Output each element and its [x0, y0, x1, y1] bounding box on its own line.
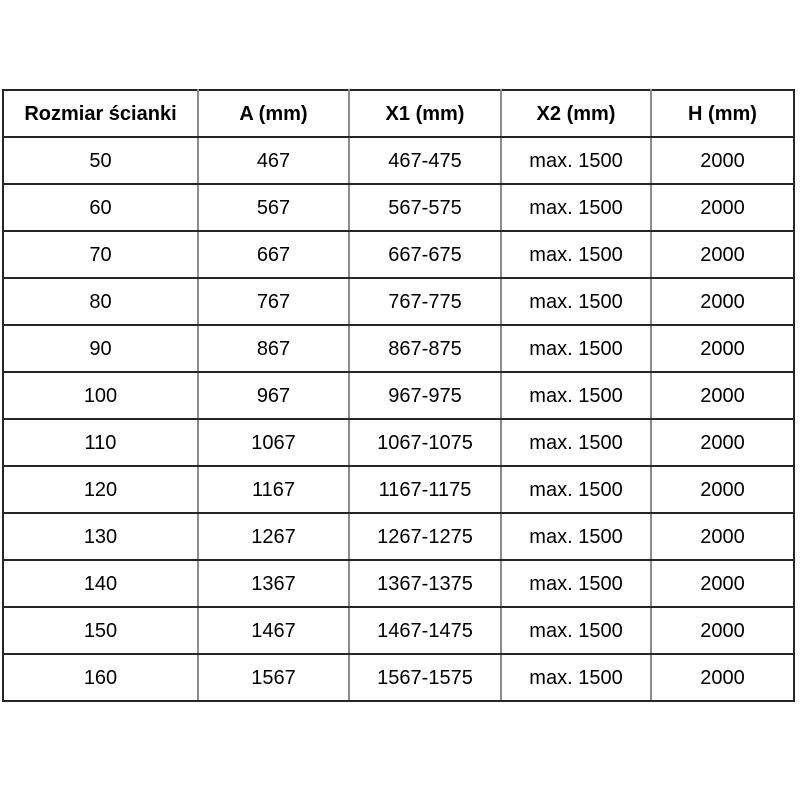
table-body: 50 467 467-475 max. 1500 2000 60 567 567-575 max… [2, 136, 795, 702]
table-cell: 867 [197, 324, 350, 373]
table-cell: 80 [2, 277, 199, 326]
table-cell: 967-975 [348, 371, 502, 420]
table-cell: 2000 [650, 512, 795, 561]
table-cell: 50 [2, 136, 199, 185]
table-cell: 2000 [650, 324, 795, 373]
table-cell: max. 1500 [500, 183, 652, 232]
table-cell: 467 [197, 136, 350, 185]
table-cell: 90 [2, 324, 199, 373]
table-cell: 1367 [197, 559, 350, 608]
table-cell: max. 1500 [500, 324, 652, 373]
table-cell: max. 1500 [500, 559, 652, 608]
table-cell: 567 [197, 183, 350, 232]
table-cell: 867-875 [348, 324, 502, 373]
table-cell: 110 [2, 418, 199, 467]
table-cell: 967 [197, 371, 350, 420]
table-cell: 2000 [650, 606, 795, 655]
table-row: 50 467 467-475 max. 1500 2000 [2, 136, 795, 185]
table-cell: max. 1500 [500, 230, 652, 279]
table-cell: max. 1500 [500, 277, 652, 326]
table-cell: 1567-1575 [348, 653, 502, 702]
table-cell: 667 [197, 230, 350, 279]
table-cell: max. 1500 [500, 418, 652, 467]
column-header-x2-mm: X2 (mm) [500, 89, 652, 138]
table-cell: 140 [2, 559, 199, 608]
table-cell: 467-475 [348, 136, 502, 185]
table-cell: 2000 [650, 559, 795, 608]
size-spec-table: Rozmiar ścianki A (mm) X1 (mm) X2 (mm) H… [2, 89, 795, 702]
table-cell: 70 [2, 230, 199, 279]
table-cell: 2000 [650, 230, 795, 279]
column-header-h-mm: H (mm) [650, 89, 795, 138]
column-header-x1-mm: X1 (mm) [348, 89, 502, 138]
table-cell: 1067-1075 [348, 418, 502, 467]
table-cell: 1567 [197, 653, 350, 702]
table-row: 70 667 667-675 max. 1500 2000 [2, 230, 795, 279]
table-cell: 1467 [197, 606, 350, 655]
table-cell: 767 [197, 277, 350, 326]
table-cell: 1167-1175 [348, 465, 502, 514]
table-row: 60 567 567-575 max. 1500 2000 [2, 183, 795, 232]
table-cell: 2000 [650, 371, 795, 420]
table-cell: 1067 [197, 418, 350, 467]
table-cell: 667-675 [348, 230, 502, 279]
table-row: 130 1267 1267-1275 max. 1500 2000 [2, 512, 795, 561]
table-cell: 130 [2, 512, 199, 561]
table-cell: 2000 [650, 465, 795, 514]
table-cell: 1267-1275 [348, 512, 502, 561]
table-cell: 767-775 [348, 277, 502, 326]
table-cell: 2000 [650, 418, 795, 467]
table-cell: 2000 [650, 277, 795, 326]
column-header-rozmiar-scianki: Rozmiar ścianki [2, 89, 199, 138]
table-cell: max. 1500 [500, 465, 652, 514]
table-header: Rozmiar ścianki A (mm) X1 (mm) X2 (mm) H… [2, 89, 795, 138]
table-cell: max. 1500 [500, 606, 652, 655]
table-row: 90 867 867-875 max. 1500 2000 [2, 324, 795, 373]
table-cell: 1367-1375 [348, 559, 502, 608]
table-cell: 2000 [650, 136, 795, 185]
column-header-a-mm: A (mm) [197, 89, 350, 138]
table-row: 150 1467 1467-1475 max. 1500 2000 [2, 606, 795, 655]
table-cell: max. 1500 [500, 371, 652, 420]
table-row: 110 1067 1067-1075 max. 1500 2000 [2, 418, 795, 467]
table-row: 100 967 967-975 max. 1500 2000 [2, 371, 795, 420]
table-cell: 120 [2, 465, 199, 514]
table-cell: max. 1500 [500, 136, 652, 185]
table-cell: 150 [2, 606, 199, 655]
table-cell: max. 1500 [500, 512, 652, 561]
table-row: 80 767 767-775 max. 1500 2000 [2, 277, 795, 326]
table-cell: 1167 [197, 465, 350, 514]
table-cell: 2000 [650, 653, 795, 702]
table-row: 140 1367 1367-1375 max. 1500 2000 [2, 559, 795, 608]
table-cell: 1267 [197, 512, 350, 561]
table-cell: 160 [2, 653, 199, 702]
table-cell: 1467-1475 [348, 606, 502, 655]
table-cell: max. 1500 [500, 653, 652, 702]
table-header-row: Rozmiar ścianki A (mm) X1 (mm) X2 (mm) H… [2, 89, 795, 138]
table-cell: 60 [2, 183, 199, 232]
table-cell: 100 [2, 371, 199, 420]
table-row: 120 1167 1167-1175 max. 1500 2000 [2, 465, 795, 514]
table-cell: 567-575 [348, 183, 502, 232]
table-cell: 2000 [650, 183, 795, 232]
table-row: 160 1567 1567-1575 max. 1500 2000 [2, 653, 795, 702]
